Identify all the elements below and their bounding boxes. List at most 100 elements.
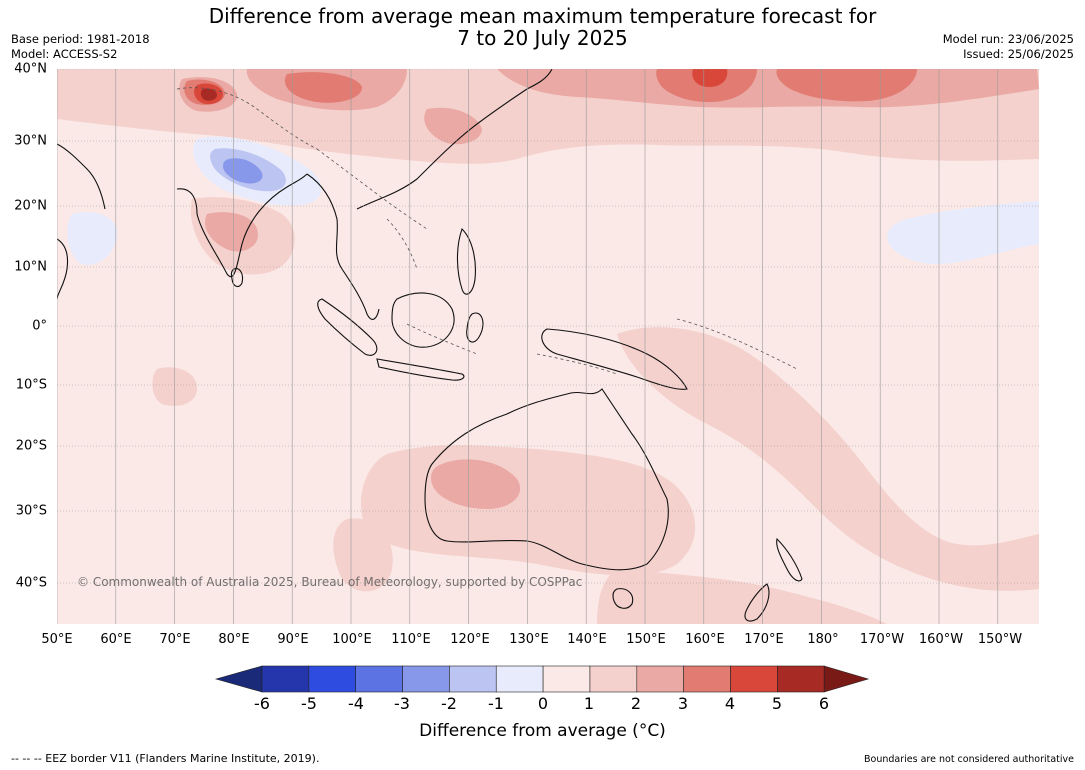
colorbar-tick: 1 (583, 694, 595, 713)
lon-label-150e: 150°E (626, 632, 666, 647)
colorbar-label: Difference from average (°C) (0, 721, 1085, 741)
anomaly-4-6-regions (194, 69, 728, 105)
colorbar-box (495, 665, 544, 693)
lat-label-30s: 30°S (15, 503, 47, 519)
meta-left: Base period: 1981-2018 Model: ACCESS-S2 (11, 32, 150, 62)
china-coast (356, 88, 528, 210)
colorbar-tick: 2 (630, 694, 642, 713)
arabia-coast (57, 143, 106, 210)
graticule (57, 69, 1039, 624)
borneo-coast (391, 292, 455, 348)
colorbar-tick: -1 (488, 694, 504, 713)
lon-label-60e: 60°E (100, 632, 132, 647)
lon-label-100e: 100°E (332, 632, 372, 647)
model-name: Model: ACCESS-S2 (11, 47, 118, 61)
lon-label-150w: 150°W (977, 632, 1023, 647)
lat-label-10s: 10°S (15, 377, 47, 393)
colorbar-tick: 6 (818, 694, 830, 713)
issued-date: Issued: 25/06/2025 (963, 47, 1074, 61)
model-run: Model run: 23/06/2025 (942, 32, 1074, 46)
south-indian-ocean-warm-region (333, 518, 393, 592)
lat-label-40s: 40°S (15, 575, 47, 591)
lat-label-20n: 20°N (14, 198, 47, 214)
colorbar-box (589, 665, 638, 693)
japan-coast (526, 69, 553, 90)
lon-label-120e: 120°E (450, 632, 490, 647)
lon-label-160w: 160°W (918, 632, 964, 647)
new-zealand-north-coast (776, 537, 803, 582)
colorbar-box (683, 665, 731, 693)
lon-label-110e: 110°E (391, 632, 431, 647)
colorbar-tick: -4 (348, 694, 364, 713)
lat-label-30n: 30°N (14, 133, 47, 149)
copyright-notice: © Commonwealth of Australia 2025, Bureau… (77, 575, 583, 589)
eez-borders (176, 87, 798, 375)
japan-sea-hot-spot (692, 69, 728, 87)
southeast-asia-coast (306, 173, 380, 320)
lon-label-160e: 160°E (685, 632, 725, 647)
lon-label-130e: 130°E (509, 632, 549, 647)
colorbar-box (261, 665, 310, 693)
colorbar (214, 665, 870, 693)
africa-horn-coast (57, 238, 69, 300)
colorbar-label-text: Difference from average ( (419, 721, 639, 741)
colorbar-box (542, 665, 591, 693)
lon-label-180: 180° (807, 632, 839, 647)
eez-legend-note: -- -- -- EEZ border V11 (Flanders Marine… (11, 752, 320, 765)
colorbar-box (730, 665, 778, 693)
colorbar-tick: 4 (724, 694, 736, 713)
arabian-sea-cool-region (67, 212, 118, 265)
meta-right: Model run: 23/06/2025 Issued: 25/06/2025 (943, 32, 1074, 62)
colorbar-box (355, 665, 403, 693)
colorbar-box (636, 665, 684, 693)
lon-label-70e: 70°E (159, 632, 191, 647)
nw-india-cool-core (223, 158, 263, 184)
lon-label-170e: 170°E (744, 632, 784, 647)
colorbar-boxes (214, 665, 870, 693)
lon-label-170w: 170°W (859, 632, 905, 647)
sri-lanka-coast (230, 268, 244, 288)
sumatra-coast (317, 298, 378, 356)
india-warm-core (205, 212, 258, 252)
colorbar-tick: -5 (301, 694, 317, 713)
forecast-map (57, 69, 1039, 624)
boundaries-disclaimer: Boundaries are not considered authoritat… (864, 754, 1074, 765)
map-canvas (57, 69, 1039, 624)
new-guinea-coast (541, 328, 688, 390)
north-pacific-hot-core-2 (776, 69, 917, 102)
tasmania-coast (612, 588, 634, 609)
colorbar-unit: °C) (638, 721, 666, 741)
colorbar-tick: -6 (254, 694, 270, 713)
anomaly-3-4-regions (184, 69, 917, 105)
colorbar-tick: 3 (677, 694, 689, 713)
colorbar-box (449, 665, 497, 693)
east-china-sea-warm-core (424, 107, 482, 145)
lon-label-80e: 80°E (218, 632, 250, 647)
colorbar-tick: -3 (394, 694, 410, 713)
india-coast (176, 173, 308, 277)
colorbar-tick: 5 (771, 694, 783, 713)
lat-label-40n: 40°N (14, 61, 47, 77)
lon-label-140e: 140°E (567, 632, 607, 647)
title-line-2: 7 to 20 July 2025 (457, 26, 628, 50)
lat-label-10n: 10°N (14, 259, 47, 275)
title-line-1: Difference from average mean maximum tem… (208, 4, 877, 28)
lon-label-50e: 50°E (41, 632, 73, 647)
new-zealand-south-coast (744, 583, 770, 622)
colorbar-extend-high (823, 665, 870, 693)
central-pacific-cool-region (887, 201, 1039, 264)
australia-coast (424, 388, 669, 571)
map-title: Difference from average mean maximum tem… (0, 5, 1085, 49)
colorbar-tick: 0 (537, 694, 549, 713)
java-coast (376, 358, 465, 381)
colorbar-tick: -2 (441, 694, 457, 713)
lat-label-20s: 20°S (15, 438, 47, 454)
australia-warm-core (431, 459, 521, 509)
colorbar-extend-low (214, 665, 263, 693)
negative-anomaly-regions (67, 136, 1039, 265)
coastlines (57, 69, 803, 622)
colorbar-box (402, 665, 450, 693)
kashmir-extreme-core (200, 88, 217, 101)
base-period: Base period: 1981-2018 (11, 32, 150, 46)
lat-label-0: 0° (32, 318, 47, 334)
